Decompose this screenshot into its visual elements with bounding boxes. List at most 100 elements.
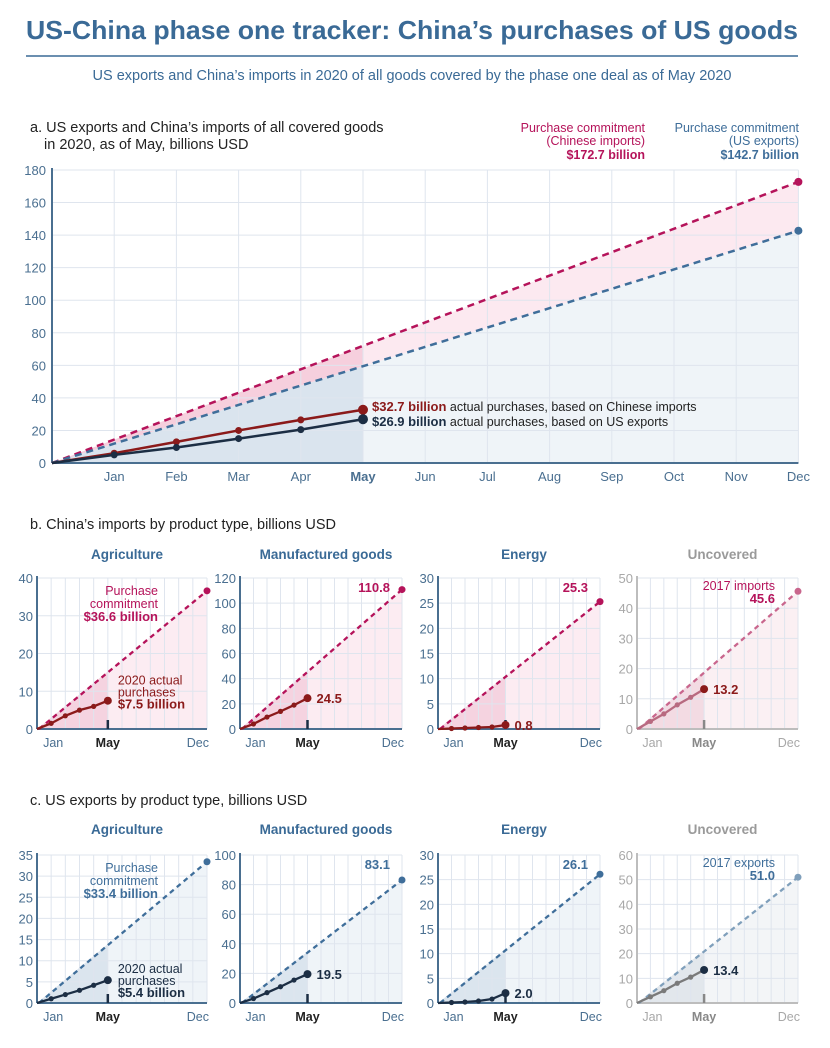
y-tick-label: 10	[619, 971, 633, 986]
y-tick-label: 100	[214, 848, 236, 863]
y-tick-label: 20	[19, 647, 33, 662]
y-tick-label: 5	[427, 697, 434, 712]
actual-point	[264, 990, 270, 996]
actual-point	[277, 708, 284, 714]
page-subtitle: US exports and China’s imports in 2020 o…	[93, 68, 732, 84]
actual-label: 24.5	[317, 691, 342, 706]
section-c-title: c. US exports by product type, billions …	[30, 793, 307, 809]
actual-point	[303, 694, 312, 703]
actual-point	[700, 685, 709, 694]
y-tick-label: 50	[619, 873, 633, 888]
panel-a-title: a. US exports and China’s imports of all…	[30, 120, 384, 136]
actual-point	[688, 694, 694, 700]
x-tick-label: Dec	[382, 736, 404, 750]
exports-commitment-line-end-point	[794, 226, 803, 235]
legend-imports-line1: Purchase commitment	[521, 121, 646, 135]
y-tick-label: 0	[26, 996, 33, 1011]
x-tick-label: May	[692, 736, 716, 750]
x-tick-label: Jan	[245, 1010, 265, 1024]
actual-point	[475, 998, 482, 1004]
commitment-area-after-may	[704, 591, 798, 729]
actual-point	[462, 999, 468, 1005]
commitment-line	[439, 600, 601, 730]
imports-actual-point	[172, 438, 180, 446]
area-exports-commitment-after-may	[363, 230, 799, 463]
y-tick-label: 50	[619, 571, 633, 586]
imports-commitment-line-end-point	[794, 177, 803, 186]
y-tick-label: 60	[222, 647, 236, 662]
y-tick-label: 10	[420, 947, 434, 962]
imports-actual-point	[235, 426, 243, 434]
commitment-label: 25.3	[563, 580, 588, 595]
y-tick-label: 60	[619, 848, 633, 863]
exports-actual-point	[172, 444, 180, 452]
actual-point	[489, 724, 495, 730]
actual-point	[647, 718, 654, 725]
actual-annotation-value: $26.9 billion	[372, 414, 446, 429]
y-tick-label: 15	[19, 933, 33, 948]
commitment-line	[638, 590, 799, 730]
x-tick-label: Jan	[443, 1010, 463, 1024]
y-tick-label: 20	[19, 911, 33, 926]
actual-point	[62, 713, 68, 719]
legend-exports-line1: Purchase commitment	[675, 121, 800, 135]
y-tick-label: 25	[420, 596, 434, 611]
actual-point	[103, 976, 112, 985]
panel-c1: Agriculture 0 5 10 15 20 25 30 35 Jan May Dec Purcha…	[19, 822, 211, 1024]
actual-point	[277, 984, 284, 990]
y-tick-label: 30	[420, 571, 434, 586]
y-tick-label: 0	[427, 722, 434, 737]
actual-label: 0.8	[515, 718, 533, 733]
actual-point	[291, 977, 297, 983]
actual-point	[661, 988, 667, 994]
actual-point	[62, 991, 68, 998]
commitment-end-point	[794, 587, 802, 595]
actual-label: 2.0	[515, 986, 533, 1001]
y-tick-label: 100	[214, 596, 236, 611]
x-tick-label: Jan	[642, 736, 662, 750]
actual-point	[647, 994, 654, 1000]
x-tick-label: Dec	[187, 736, 209, 750]
actual-point	[688, 974, 694, 980]
x-tick-label: May	[295, 1010, 319, 1024]
legend-imports-line2: (Chinese imports)	[546, 134, 645, 148]
commitment-end-point	[398, 586, 406, 594]
area-commitment-gap-to-may	[52, 345, 363, 463]
y-tick-label: 160	[24, 196, 46, 211]
x-tick-label: May	[493, 1010, 517, 1024]
y-tick-label: 80	[222, 621, 236, 636]
actual-point	[76, 987, 83, 993]
actual-label: 19.5	[317, 967, 342, 982]
x-tick-label: Dec	[778, 1010, 800, 1024]
actual-point	[475, 724, 482, 731]
actual-point	[501, 720, 510, 729]
y-tick-label: 30	[619, 631, 633, 646]
x-tick-label: May	[295, 736, 319, 750]
y-tick-label: 0	[626, 722, 633, 737]
actual-label: purchases	[118, 974, 176, 988]
y-tick-label: 0	[26, 722, 33, 737]
actual-annotation-text: actual purchases, based on US exports	[446, 415, 668, 429]
commitment-area-after-may	[307, 589, 402, 729]
panel-c2: Manufactured goods 0 20 40 60 80 100 Jan May Dec 8…	[214, 822, 406, 1024]
y-tick-label: 20	[420, 621, 434, 636]
actual-point	[291, 702, 297, 708]
y-tick-label: 120	[24, 261, 46, 276]
commitment-area-after-may	[704, 877, 798, 1003]
commitment-line	[439, 873, 601, 1004]
imports-actual-line	[51, 408, 364, 465]
panel-a-chart: 0 20 40 60 80 100 120 140 160 180 Jan Feb Mar Apr May J…	[24, 163, 810, 484]
legend-exports-line2: (US exports)	[729, 134, 799, 148]
section-b-title: b. China’s imports by product type, bill…	[30, 517, 336, 533]
commitment-area-to-may	[637, 671, 705, 729]
panel-b3: Energy 0 5 10 15 20 25 30 Jan May Dec 25.3 0.8	[420, 547, 604, 750]
actual-annotation: $26.9 billion actual purchases, based on…	[372, 414, 668, 429]
commitment-label: 2017 exports	[703, 856, 775, 870]
imports-actual-point	[358, 404, 368, 415]
panel-b2: Manufactured goods 0 20 40 60 80 100 120 Jan May D…	[214, 547, 406, 750]
y-tick-label: 25	[420, 873, 434, 888]
y-tick-label: 40	[19, 571, 33, 586]
commitment-line	[241, 879, 403, 1004]
x-tick-label: Dec	[187, 1010, 209, 1024]
